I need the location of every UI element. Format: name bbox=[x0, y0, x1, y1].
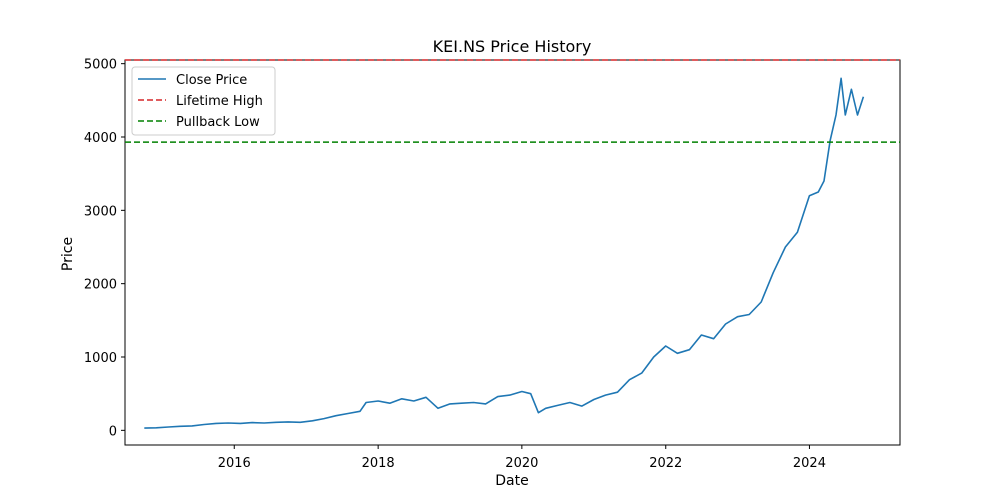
x-tick-label: 2018 bbox=[362, 456, 395, 471]
x-tick-label: 2020 bbox=[505, 456, 538, 471]
chart-title: KEI.NS Price History bbox=[433, 37, 592, 56]
legend-label: Lifetime High bbox=[176, 94, 263, 109]
x-tick-label: 2024 bbox=[793, 456, 826, 471]
y-tick-label: 1000 bbox=[84, 351, 117, 366]
y-axis-ticks: 0 1000 2000 3000 4000 5000 bbox=[84, 58, 125, 439]
legend: Close Price Lifetime High Pullback Low bbox=[131, 66, 276, 136]
x-tick-label: 2022 bbox=[649, 456, 682, 471]
x-axis-ticks: 2016 2018 2020 2022 2024 bbox=[218, 445, 826, 471]
y-axis-label: Price bbox=[60, 237, 76, 271]
legend-label: Close Price bbox=[176, 73, 247, 88]
y-tick-label: 3000 bbox=[84, 204, 117, 219]
y-tick-label: 0 bbox=[109, 424, 117, 439]
y-tick-label: 4000 bbox=[84, 131, 117, 146]
x-axis-label: Date bbox=[495, 473, 528, 489]
legend-label: Pullback Low bbox=[176, 115, 260, 130]
y-tick-label: 2000 bbox=[84, 278, 117, 293]
series-line-close-price bbox=[144, 77, 865, 429]
legend-box bbox=[131, 66, 276, 136]
x-tick-label: 2016 bbox=[218, 456, 251, 471]
y-tick-label: 5000 bbox=[84, 58, 117, 73]
plot-area bbox=[124, 59, 901, 446]
